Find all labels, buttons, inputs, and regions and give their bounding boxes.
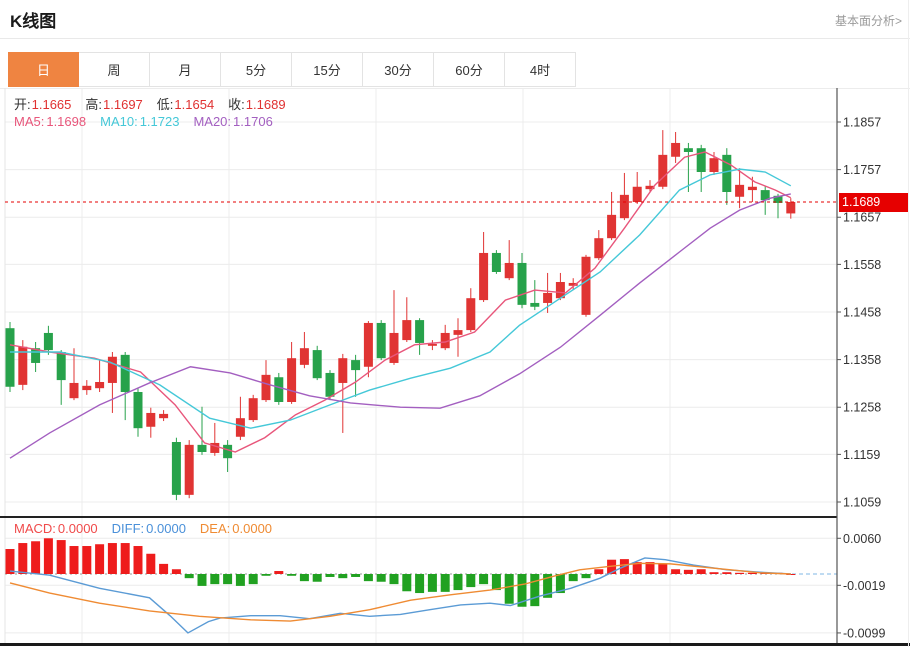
axis-tick-label: 1.1059 xyxy=(843,496,881,510)
ohlc-legend-high-label: 高: xyxy=(85,97,103,112)
tab-period-日[interactable]: 日 xyxy=(8,52,79,87)
ma-legend-ma20-value: 1.1706 xyxy=(233,114,273,129)
axis-tick-label: -0.0099 xyxy=(843,626,885,640)
tab-period-5分[interactable]: 5分 xyxy=(221,52,292,87)
diff-line xyxy=(9,557,791,634)
axis-tick-label: 1.1657 xyxy=(843,211,881,225)
chart-top-border xyxy=(0,88,910,89)
axis-tick-label: 1.1159 xyxy=(843,448,880,462)
axis-tick-label: 1.1757 xyxy=(843,163,881,177)
tab-period-60分[interactable]: 60分 xyxy=(434,52,505,87)
header-divider xyxy=(0,38,910,39)
macd-legend-macd-value: 0.0000 xyxy=(57,521,98,536)
ohlc-legend: 开:1.1665 高:1.1697 低:1.1654 收:1.1689 xyxy=(14,94,300,113)
macd-legend: MACD: 0.0000 DIFF: 0.0000 DEA: 0.0000 xyxy=(14,521,286,536)
macd-histogram xyxy=(5,538,796,607)
axis-tick-label: 0.0060 xyxy=(843,532,881,546)
page-title: K线图 xyxy=(10,12,57,31)
macd-legend-macd-label: MACD: xyxy=(14,521,56,536)
macd-legend-diff-label: DIFF: xyxy=(111,521,145,536)
ma-legend-ma5-value: 1.1698 xyxy=(46,114,87,129)
axis-tick-label: -0.0019 xyxy=(843,579,885,593)
ohlc-legend-open-label: 开: xyxy=(14,97,31,112)
tab-period-30分[interactable]: 30分 xyxy=(363,52,434,87)
axis-tick-label: 1.1558 xyxy=(843,258,881,272)
ohlc-legend-high-value: 1.1697 xyxy=(103,97,143,112)
dea-line xyxy=(9,562,791,622)
ohlc-legend-close-value: 1.1689 xyxy=(245,97,286,112)
tab-period-4时[interactable]: 4时 xyxy=(505,52,576,87)
ohlc-legend-open-value: 1.1665 xyxy=(31,97,72,112)
ohlc-legend-close-label: 收: xyxy=(228,97,245,112)
ohlc-legend-low-value: 1.1654 xyxy=(174,97,215,112)
right-edge-border xyxy=(908,0,909,647)
macd-legend-diff-value: 0.0000 xyxy=(146,521,186,536)
tab-period-月[interactable]: 月 xyxy=(150,52,221,87)
macd-legend-dea-value: 0.0000 xyxy=(232,521,273,536)
ma-line-ma5 xyxy=(9,151,792,453)
tab-period-15分[interactable]: 15分 xyxy=(292,52,363,87)
tab-period-周[interactable]: 周 xyxy=(79,52,150,87)
ma-legend-ma5-label: MA5: xyxy=(14,114,45,129)
macd-legend-dea-label: DEA: xyxy=(199,521,231,536)
axis-tick-label: 1.1358 xyxy=(843,353,881,367)
candlestick-series xyxy=(5,130,796,501)
current-price-marker: 1.1689 xyxy=(839,193,908,212)
ma-line-ma10 xyxy=(10,168,792,429)
axis-tick-label: 1.1857 xyxy=(843,116,881,130)
axis-tick-label: 1.1258 xyxy=(843,401,881,415)
ma-line-ma20 xyxy=(9,193,791,459)
ohlc-legend-low-label: 低: xyxy=(156,97,174,112)
fundamental-analysis-link[interactable]: 基本面分析> xyxy=(834,14,902,28)
ma-legend: MA5: 1.1698 MA10: 1.1723 MA20: 1.1706 xyxy=(14,114,287,129)
period-tabs: 日周月 5分 15分 30分 60分 4时 xyxy=(8,52,576,87)
y-axis: 1.1857 1.1757 1.1657 1.1558 1.1458 1.1358 1.12… xyxy=(836,88,885,643)
ma-legend-ma10-value: 1.1723 xyxy=(139,114,180,129)
ma-legend-ma10-label: MA10: xyxy=(100,114,138,129)
axis-tick-label: 1.1458 xyxy=(843,306,881,320)
bottom-border xyxy=(0,643,910,646)
ma-legend-ma20-label: MA20: xyxy=(193,114,232,129)
